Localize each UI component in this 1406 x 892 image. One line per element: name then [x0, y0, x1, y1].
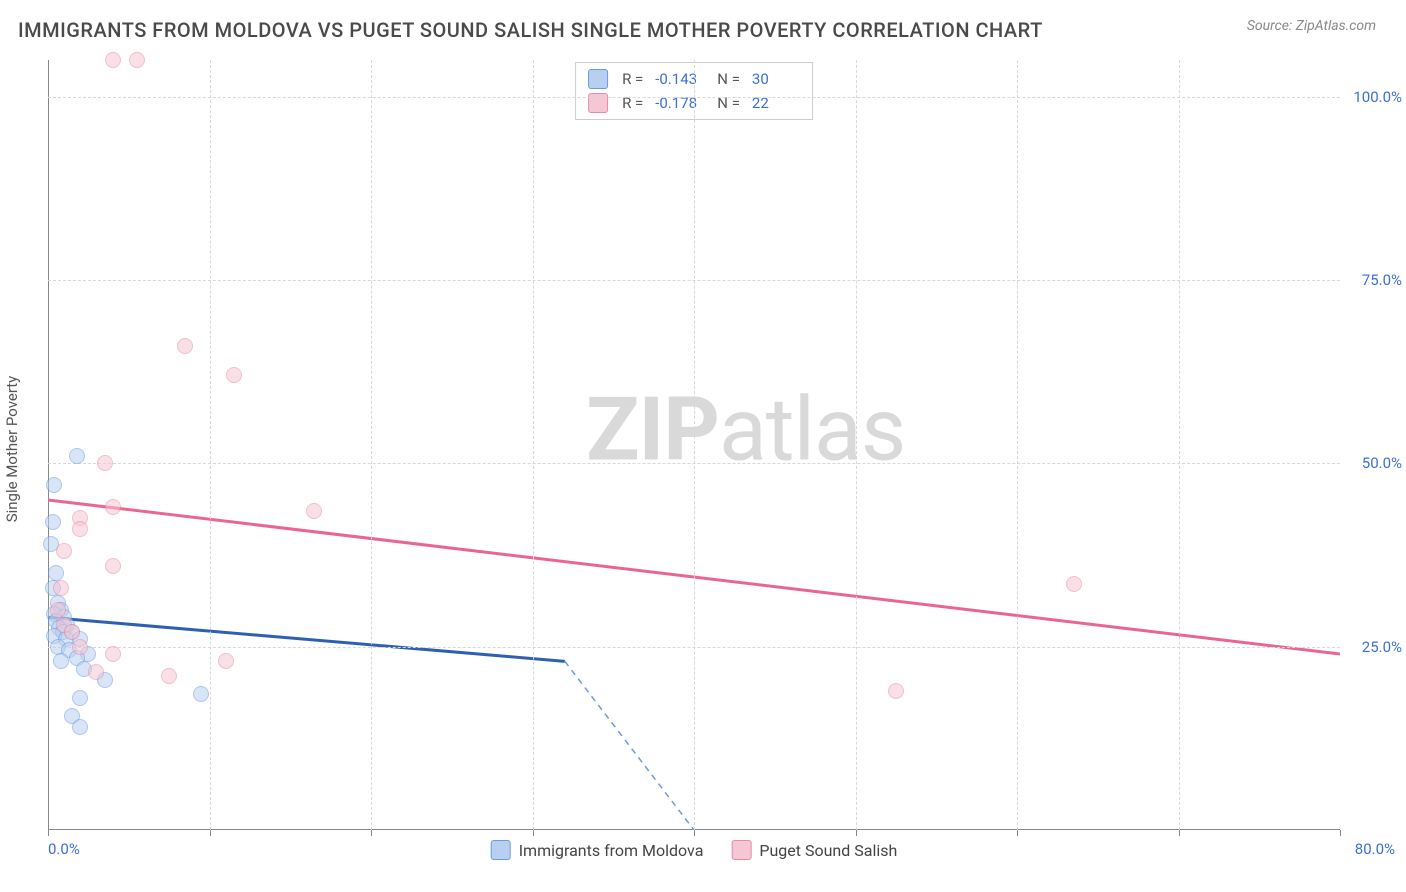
- data-point-salish: [72, 521, 88, 537]
- data-point-moldova: [72, 719, 88, 735]
- n-value: 30: [752, 70, 800, 88]
- x-tick-label: 80.0%: [1355, 840, 1395, 858]
- data-point-salish: [72, 639, 88, 655]
- y-axis-label: Single Mother Poverty: [3, 376, 21, 523]
- legend-item-salish: Puget Sound Salish: [731, 840, 897, 860]
- data-point-salish: [1066, 576, 1082, 592]
- x-tick-label: 0.0%: [48, 840, 80, 858]
- data-point-moldova: [193, 686, 209, 702]
- x-tick-mark: [856, 830, 857, 836]
- grid-line-vertical: [856, 60, 857, 830]
- trend-dashed: [565, 661, 694, 830]
- legend-bottom: Immigrants from Moldova Puget Sound Salis…: [491, 840, 898, 860]
- legend-swatch-salish: [731, 840, 751, 860]
- data-point-moldova: [53, 653, 69, 669]
- legend-label: Puget Sound Salish: [759, 841, 897, 860]
- data-point-salish: [129, 52, 145, 68]
- watermark-rest: atlas: [719, 378, 905, 481]
- data-point-moldova: [46, 477, 62, 493]
- data-point-salish: [88, 664, 104, 680]
- y-tick-label: 25.0%: [1362, 638, 1402, 656]
- y-tick-label: 50.0%: [1362, 454, 1402, 472]
- grid-line-vertical: [694, 60, 695, 830]
- y-tick-label: 75.0%: [1362, 271, 1402, 289]
- data-point-salish: [306, 503, 322, 519]
- data-point-salish: [64, 624, 80, 640]
- r-label: R =: [622, 70, 643, 88]
- plot-area: ZIPatlas R =-0.143N =30R =-0.178N =22 Im…: [48, 60, 1340, 830]
- data-point-salish: [888, 683, 904, 699]
- watermark: ZIPatlas: [586, 378, 905, 481]
- y-axis-line: [48, 60, 49, 830]
- x-tick-mark: [210, 830, 211, 836]
- legend-label: Immigrants from Moldova: [519, 841, 704, 860]
- x-tick-mark: [1340, 830, 1341, 836]
- grid-line-vertical: [1017, 60, 1018, 830]
- data-point-salish: [105, 558, 121, 574]
- data-point-moldova: [48, 565, 64, 581]
- watermark-bold: ZIP: [586, 378, 719, 481]
- x-tick-mark: [1017, 830, 1018, 836]
- data-point-moldova: [72, 690, 88, 706]
- legend-swatch-moldova: [588, 69, 608, 89]
- n-label: N =: [717, 70, 740, 88]
- grid-line-vertical: [371, 60, 372, 830]
- data-point-moldova: [69, 448, 85, 464]
- source-attribution: Source: ZipAtlas.com: [1247, 18, 1376, 34]
- data-point-salish: [226, 367, 242, 383]
- y-tick-label: 100.0%: [1353, 88, 1402, 106]
- x-tick-mark: [533, 830, 534, 836]
- legend-item-moldova: Immigrants from Moldova: [491, 840, 704, 860]
- legend-swatch-moldova: [491, 840, 511, 860]
- x-tick-mark: [48, 830, 49, 836]
- grid-line-vertical: [533, 60, 534, 830]
- grid-line-vertical: [210, 60, 211, 830]
- data-point-salish: [177, 338, 193, 354]
- data-point-salish: [50, 602, 66, 618]
- trend-line: [48, 617, 565, 661]
- data-point-salish: [97, 455, 113, 471]
- x-tick-mark: [371, 830, 372, 836]
- grid-line-vertical: [1179, 60, 1180, 830]
- chart-title: IMMIGRANTS FROM MOLDOVA VS PUGET SOUND S…: [18, 18, 1043, 42]
- data-point-salish: [105, 52, 121, 68]
- x-tick-mark: [1179, 830, 1180, 836]
- x-tick-mark: [694, 830, 695, 836]
- data-point-salish: [56, 543, 72, 559]
- data-point-salish: [218, 653, 234, 669]
- data-point-salish: [161, 668, 177, 684]
- data-point-salish: [105, 646, 121, 662]
- data-point-salish: [53, 580, 69, 596]
- data-point-salish: [105, 499, 121, 515]
- r-value: -0.143: [655, 70, 703, 88]
- data-point-moldova: [45, 514, 61, 530]
